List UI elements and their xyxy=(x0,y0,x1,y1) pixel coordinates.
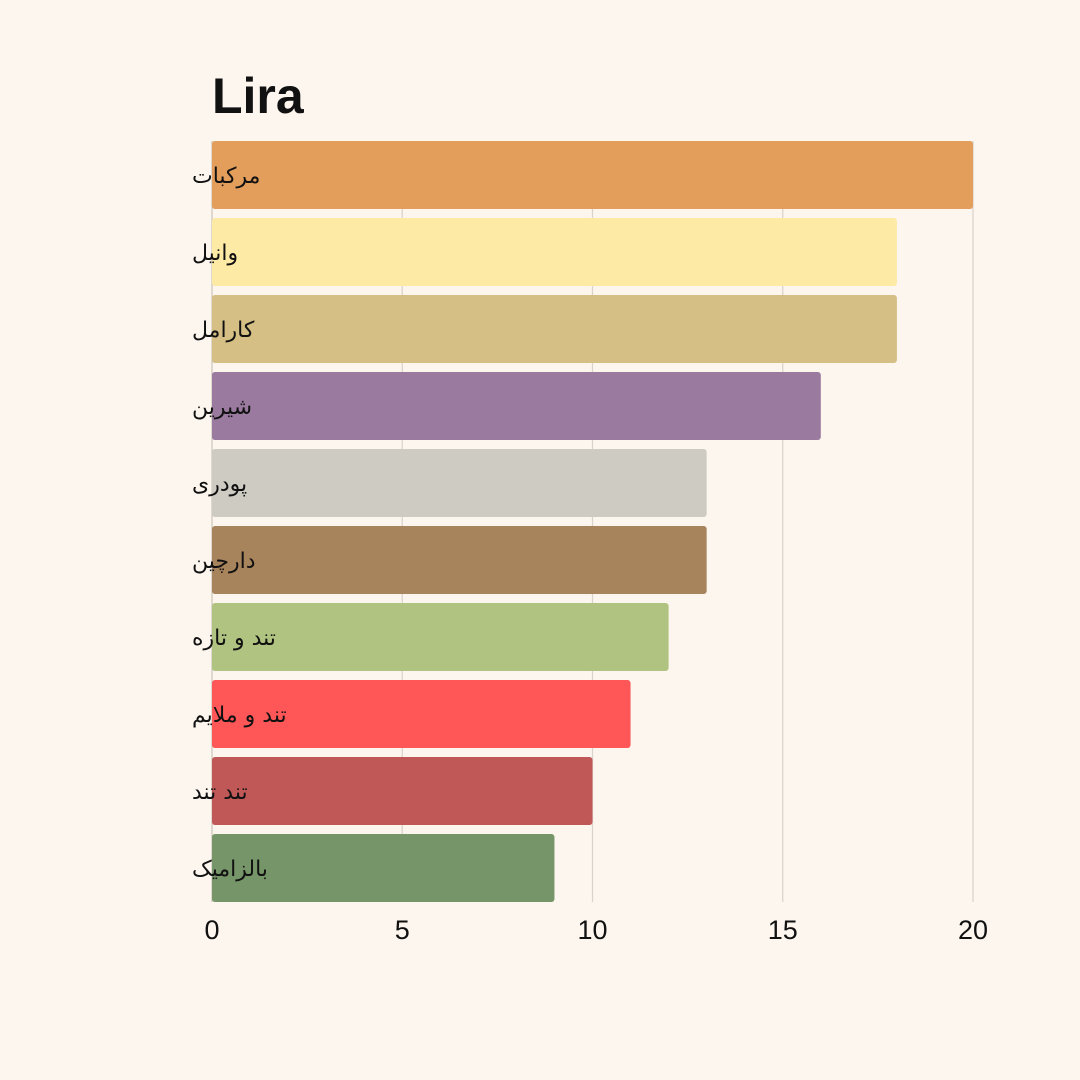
category-label: بالزامیک xyxy=(192,857,268,882)
bars xyxy=(212,141,973,902)
bar xyxy=(212,834,555,902)
x-tick-label: 15 xyxy=(768,915,798,945)
bar xyxy=(212,372,821,440)
category-label: مرکبات xyxy=(192,164,260,189)
x-tick-label: 10 xyxy=(577,915,607,945)
x-tick-label: 5 xyxy=(395,915,410,945)
bar xyxy=(212,603,669,671)
category-label: وانیل xyxy=(192,241,238,266)
category-label: تند و تازه xyxy=(192,626,276,651)
bar xyxy=(212,449,707,517)
bar xyxy=(212,757,593,825)
category-label: شیرین xyxy=(192,395,252,420)
bar xyxy=(212,218,897,286)
x-tick-label: 20 xyxy=(958,915,988,945)
bar xyxy=(212,295,897,363)
x-tick-label: 0 xyxy=(204,915,219,945)
chart-title: Lira xyxy=(212,68,305,124)
x-tick-labels: 0 5 10 15 20 xyxy=(204,915,988,945)
bar xyxy=(212,680,631,748)
bar xyxy=(212,526,707,594)
bar xyxy=(212,141,973,209)
category-label: تند و ملایم xyxy=(192,703,287,728)
category-labels: مرکبات وانیل کارامل شیرین پودری دارچین تند و ت… xyxy=(192,164,287,882)
category-label: تند تند xyxy=(192,780,248,805)
category-label: کارامل xyxy=(192,318,255,343)
category-label: پودری xyxy=(192,472,247,497)
category-label: دارچین xyxy=(192,549,256,574)
